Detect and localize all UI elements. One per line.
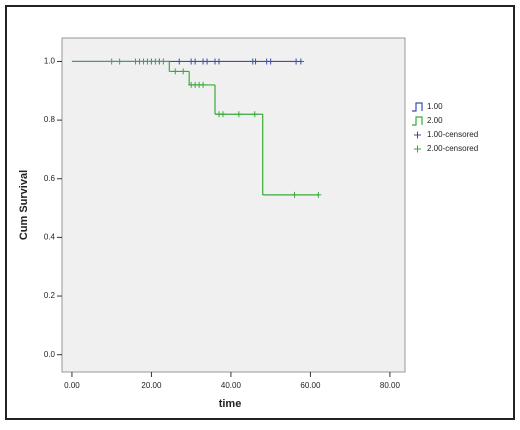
x-tick-label: 80.00 <box>380 381 401 390</box>
legend-label: 2.00-censored <box>427 144 478 153</box>
y-tick-label: 0.4 <box>44 233 56 242</box>
censor-mark <box>215 58 222 65</box>
y-tick-label: 0.8 <box>44 115 56 124</box>
censor-mark <box>172 68 179 75</box>
legend-swatch <box>412 116 423 126</box>
censor-mark <box>108 58 115 65</box>
censor-mark <box>180 68 187 75</box>
legend-label: 1.00-censored <box>427 130 478 139</box>
legend-label: 2.00 <box>427 116 443 125</box>
censor-mark <box>204 58 211 65</box>
censor-mark <box>297 58 304 65</box>
legend-label: 1.00 <box>427 102 443 111</box>
y-axis-title: Cum Survival <box>18 170 30 240</box>
plot-area <box>61 37 406 373</box>
legend-swatch <box>414 131 421 139</box>
censor-mark <box>160 58 167 65</box>
censor-mark <box>192 58 199 65</box>
censor-mark <box>219 111 226 118</box>
censor-mark <box>235 111 242 118</box>
censor-mark <box>176 58 183 65</box>
y-tick-label: 0.0 <box>44 350 56 359</box>
y-tick-label: 1.0 <box>44 57 56 66</box>
x-tick-label: 0.00 <box>64 381 80 390</box>
x-tick-label: 60.00 <box>300 381 321 390</box>
x-axis-title: time <box>219 398 242 410</box>
legend-swatch <box>414 145 421 153</box>
legend-swatch <box>412 102 423 112</box>
censor-mark <box>116 58 123 65</box>
censor-mark <box>291 191 298 198</box>
censor-mark <box>315 191 322 198</box>
censor-mark <box>267 58 274 65</box>
y-tick-label: 0.2 <box>44 291 56 300</box>
x-tick-label: 40.00 <box>221 381 242 390</box>
censor-mark <box>200 81 207 88</box>
y-tick-label: 0.6 <box>44 174 56 183</box>
censor-mark <box>252 58 259 65</box>
x-tick-label: 20.00 <box>141 381 162 390</box>
censor-mark <box>251 111 258 118</box>
